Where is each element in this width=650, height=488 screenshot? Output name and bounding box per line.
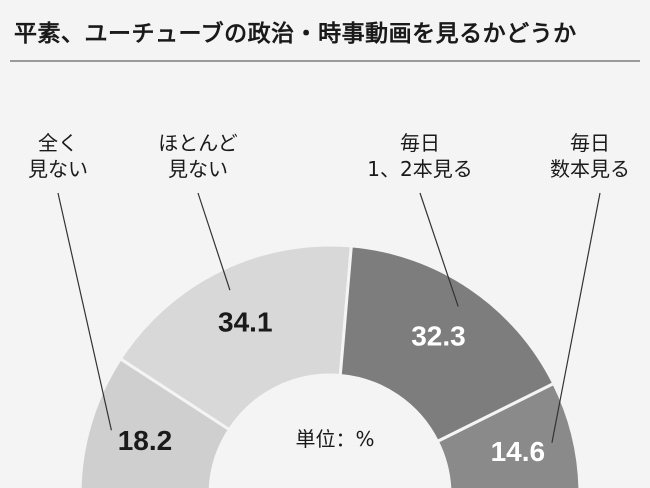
leader-line-1 xyxy=(197,192,231,291)
category-label-1-line2: 見ない xyxy=(168,157,228,181)
leader-line-0 xyxy=(57,192,112,431)
slice-3 xyxy=(435,381,582,488)
category-label-3-line2: 数本見る xyxy=(550,157,630,181)
leader-line-3 xyxy=(551,192,601,443)
slice-value-2: 32.3 xyxy=(411,320,466,351)
slice-value-1: 34.1 xyxy=(218,307,273,338)
category-label-2-line1: 毎日 xyxy=(400,131,440,155)
slice-value-0: 18.2 xyxy=(118,425,173,456)
unit-label: 単位：% xyxy=(295,427,374,451)
category-label-2-line2: 1、2本見る xyxy=(367,157,473,181)
category-label-0-line1: 全く xyxy=(38,131,78,155)
slice-value-3: 14.6 xyxy=(491,436,546,467)
chart-title: 平素、ユーチューブの政治・時事動画を見るかどうか xyxy=(14,21,577,47)
slice-2 xyxy=(338,244,556,444)
category-label-3-line1: 毎日 xyxy=(570,131,610,155)
category-label-0-line2: 見ない xyxy=(28,157,88,181)
category-label-2: 毎日 1、2本見る xyxy=(340,130,500,182)
leader-line-2 xyxy=(419,192,459,307)
category-label-0: 全く 見ない xyxy=(18,130,98,182)
category-label-1: ほとんど 見ない xyxy=(138,130,258,182)
slice-1 xyxy=(118,243,353,432)
category-label-3: 毎日 数本見る xyxy=(535,130,645,182)
title-divider xyxy=(10,60,640,62)
category-label-1-line1: ほとんど xyxy=(158,131,238,155)
